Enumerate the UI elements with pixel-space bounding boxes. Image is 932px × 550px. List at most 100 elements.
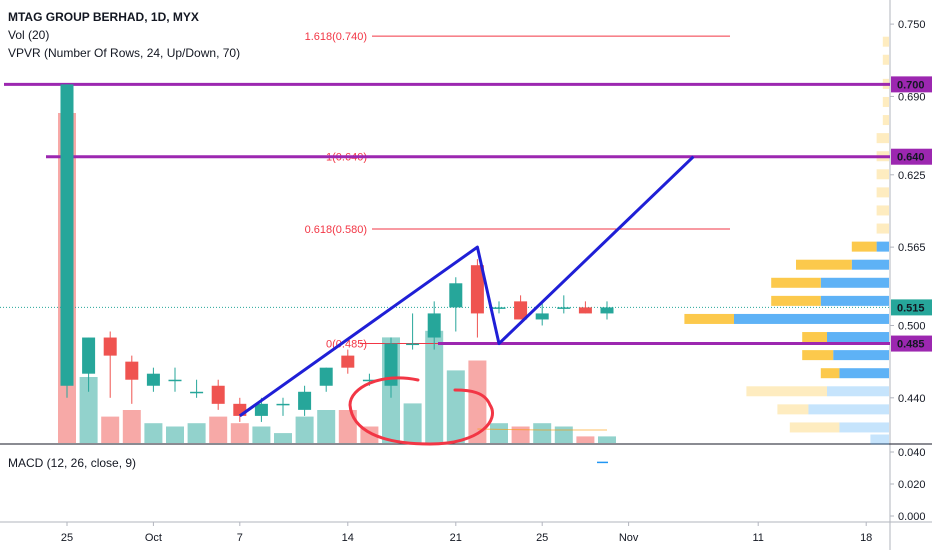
price-badge-label: 0.700 — [897, 79, 925, 91]
volume-bar — [122, 410, 141, 443]
volume-profile-down — [802, 332, 827, 343]
x-axis-tick-label: 14 — [342, 532, 354, 544]
x-axis-tick-label: 25 — [536, 532, 548, 544]
x-axis-tick-label: 25 — [61, 532, 73, 544]
volume-profile-down — [802, 350, 834, 361]
volume-bar — [187, 423, 206, 443]
volume-profile-up — [827, 386, 889, 397]
volume-profile-up — [839, 368, 889, 379]
macd-axis-tick-label: 0.020 — [898, 479, 926, 491]
candle-body — [557, 307, 571, 309]
volume-profile-down — [777, 404, 809, 415]
candle-body — [190, 391, 204, 394]
candle-body — [384, 343, 398, 386]
volume-bar — [338, 410, 357, 443]
candle-body — [341, 355, 355, 368]
volume-bar — [166, 426, 184, 443]
candle-body — [60, 84, 74, 386]
candle-body — [276, 403, 290, 406]
highlight-ellipse — [348, 376, 494, 446]
volume-profile-down — [771, 277, 821, 288]
volume-bar — [144, 423, 163, 443]
candle-body — [211, 385, 225, 404]
volume-profile-up — [820, 277, 889, 288]
chart-title: MTAG GROUP BERHAD, 1D, MYX — [8, 10, 199, 24]
vpvr-legend: VPVR (Number Of Rows, 24, Up/Down, 70) — [8, 46, 241, 60]
candle-body — [362, 379, 376, 382]
volume-profile-up — [833, 350, 889, 361]
vol-legend: Vol (20) — [8, 28, 50, 42]
volume-bar — [511, 426, 530, 443]
x-axis-tick-label: Nov — [619, 532, 639, 544]
y-axis-tick-label: 0.625 — [898, 170, 926, 182]
fib-level-label: 1.618(0.740) — [305, 31, 367, 43]
volume-bar — [425, 330, 444, 443]
y-axis-tick-label: 0.500 — [898, 320, 926, 332]
fib-level-label: 0.618(0.580) — [305, 224, 367, 236]
x-axis-tick-label: Oct — [145, 532, 162, 544]
volume-bar — [295, 416, 314, 443]
pattern-line — [238, 155, 695, 418]
volume-profile-down — [746, 386, 827, 397]
volume-profile-down — [876, 133, 889, 144]
candle-body — [578, 307, 592, 314]
volume-profile-down — [789, 422, 840, 433]
candle-body — [492, 307, 506, 309]
x-axis-tick-label: 21 — [450, 532, 462, 544]
volume-profile-up — [820, 295, 889, 306]
candle-body — [298, 391, 312, 410]
volume-profile-down — [851, 241, 877, 252]
candle-body — [600, 307, 614, 314]
volume-bar — [101, 416, 120, 443]
volume-bar — [533, 423, 552, 443]
volume-bar — [252, 426, 271, 443]
volume-profile-down — [882, 96, 889, 107]
candle-body — [125, 361, 139, 380]
price-badge — [891, 335, 932, 352]
volume-profile-up — [808, 404, 889, 415]
volume-profile-up — [851, 259, 889, 270]
price-badge — [891, 76, 932, 93]
volume-profile-up — [734, 313, 889, 324]
candle-body — [82, 337, 96, 374]
candle-body — [449, 283, 463, 308]
volume-profile-down — [882, 54, 889, 65]
y-axis-tick-label: 0.750 — [898, 19, 926, 31]
candle-body — [254, 403, 268, 416]
volume-bar — [554, 426, 573, 443]
candle-body — [427, 313, 441, 338]
x-axis-tick-label: 18 — [860, 532, 872, 544]
price-badge-label: 0.515 — [897, 302, 925, 314]
candle-body — [168, 379, 182, 382]
candle-body — [514, 301, 528, 320]
volume-bar — [598, 436, 616, 443]
price-badge-label: 0.485 — [897, 339, 925, 351]
x-axis-tick-label: 7 — [237, 532, 243, 544]
volume-profile-up — [876, 241, 889, 252]
price-badge-label: 0.640 — [897, 152, 925, 164]
price-badge — [891, 148, 932, 165]
price-badge — [891, 299, 932, 316]
volume-profile-up — [870, 434, 889, 445]
volume-profile-down — [876, 205, 889, 216]
volume-profile-down — [771, 295, 821, 306]
volume-profile-up — [827, 332, 889, 343]
volume-profile-up — [839, 422, 889, 433]
volume-profile-down — [876, 223, 889, 234]
volume-bar — [317, 410, 336, 443]
candle-body — [470, 265, 484, 314]
y-axis-tick-label: 0.565 — [898, 242, 926, 254]
volume-bar — [79, 377, 98, 443]
volume-profile-down — [882, 36, 889, 47]
candle-body — [406, 343, 420, 346]
macd-legend: MACD (12, 26, close, 9) — [8, 456, 137, 470]
candle-body — [319, 367, 333, 386]
x-axis-tick-label: 11 — [752, 532, 763, 544]
macd-axis-tick-label: 0.000 — [898, 511, 926, 523]
volume-ma-line — [477, 428, 607, 431]
macd-axis-tick-label: 0.040 — [898, 447, 926, 459]
candle-body — [146, 373, 160, 386]
volume-profile-down — [796, 259, 852, 270]
volume-profile-down — [882, 115, 889, 126]
